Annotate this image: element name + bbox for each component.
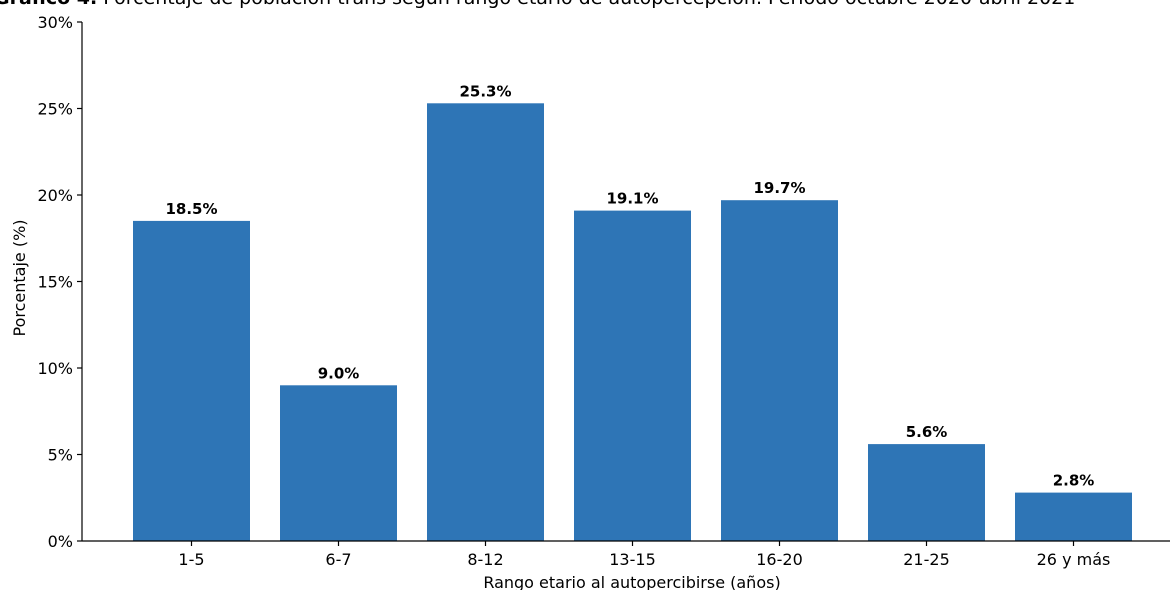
data-label: 19.1% — [606, 190, 658, 208]
chart-title-prefix: Gráfico 4. — [0, 0, 97, 9]
plot-area: 18.5% 1-5 9.0% 6-7 25.3% 8-12 19.1% 13-15 19.7% 1… — [37, 13, 1170, 569]
data-label: 19.7% — [753, 179, 805, 197]
bar-6-7 — [280, 385, 397, 541]
chart-title-text: Porcentaje de población trans según rang… — [97, 0, 1075, 9]
y-tick-label: 25% — [37, 100, 73, 119]
x-tick-label: 21-25 — [903, 550, 950, 569]
data-label: 25.3% — [459, 82, 511, 100]
bar-26-y-más — [1015, 492, 1132, 541]
x-tick-label: 8-12 — [467, 550, 503, 569]
data-label: 18.5% — [165, 200, 217, 218]
x-tick-label: 13-15 — [609, 550, 656, 569]
y-tick-label: 10% — [37, 359, 73, 378]
bar-13-15 — [574, 210, 691, 541]
y-tick-label: 0% — [48, 532, 73, 551]
x-tick-label: 26 y más — [1037, 550, 1111, 569]
y-tick-label: 20% — [37, 186, 73, 205]
data-label: 9.0% — [318, 364, 360, 382]
x-axis-label: Rango etario al autopercibirse (años) — [483, 573, 780, 590]
y-axis-label: Porcentaje (%) — [10, 219, 29, 336]
x-tick-label: 1-5 — [178, 550, 204, 569]
data-label: 5.6% — [906, 423, 948, 441]
y-tick-label: 5% — [48, 446, 73, 465]
bar-16-20 — [721, 200, 838, 541]
bar-8-12 — [427, 103, 544, 542]
x-tick-label: 6-7 — [325, 550, 351, 569]
x-tick-label: 16-20 — [756, 550, 803, 569]
y-tick-label: 15% — [37, 273, 73, 292]
bar-1-5 — [133, 220, 250, 541]
chart-title: Gráfico 4. Porcentaje de población trans… — [0, 0, 1075, 9]
data-label: 2.8% — [1053, 472, 1095, 490]
bar-21-25 — [868, 444, 985, 541]
y-tick-label: 30% — [37, 13, 73, 32]
